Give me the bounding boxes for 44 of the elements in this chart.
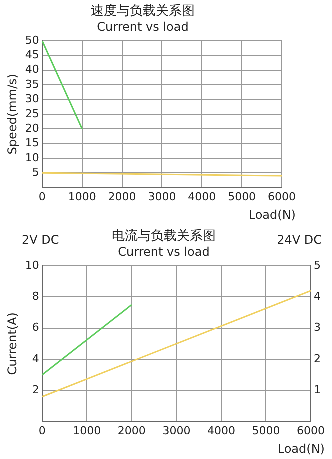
y-tick-label: 10 <box>25 151 40 164</box>
y-tick-label: 8 <box>32 290 40 304</box>
y2-tick-label: 4 <box>314 290 321 304</box>
x-tick-label: 2000 <box>108 190 136 204</box>
chart-subtitle: Current vs load <box>97 20 189 34</box>
x-tick-label: 4000 <box>207 424 236 438</box>
x-tick-label: 6000 <box>268 190 296 204</box>
y-tick-label: 50 <box>25 34 40 47</box>
x-tick-label: 2000 <box>118 424 146 438</box>
x-tick-label: 5000 <box>228 190 256 204</box>
y-tick-label: 6 <box>32 321 40 334</box>
x-tick-label: 0 <box>38 190 46 204</box>
text: 2V DC <box>22 233 60 248</box>
y-tick-label: 25 <box>25 107 40 120</box>
x-tick-label: 4000 <box>188 190 216 204</box>
x-tick-label: 3000 <box>162 424 191 438</box>
x-axis-title: Load(N) <box>248 208 296 222</box>
y-tick-label: 45 <box>25 48 40 62</box>
x-tick-label: 6000 <box>297 424 325 438</box>
x-tick-label: 5000 <box>252 424 280 438</box>
y-tick-label: 30 <box>25 92 40 106</box>
y-tick-label: 20 <box>25 122 40 135</box>
y2-tick-label: 2 <box>314 352 321 366</box>
y-axis-title: Speed(mm/s) <box>5 74 20 155</box>
y-tick-label: 2 <box>32 384 40 396</box>
y2-tick-label: 3 <box>314 321 321 334</box>
x-axis-title: Load(N) <box>278 442 325 456</box>
y2-tick-label: 5 <box>314 258 321 272</box>
y-tick-label: 5 <box>32 166 40 179</box>
y-tick-label: 10 <box>25 258 40 272</box>
y-tick-label: 4 <box>32 352 40 366</box>
text: 24V DC <box>277 233 322 248</box>
chart-title: 电流与负载关系图 <box>112 228 216 244</box>
x-tick-label: 3000 <box>148 190 176 204</box>
y-tick-label: 15 <box>25 136 40 150</box>
chart-subtitle: Current vs load <box>118 244 210 259</box>
y-tick-label: 40 <box>25 63 40 76</box>
y2-tick-label: 1 <box>314 384 321 396</box>
y-tick-label: 35 <box>25 78 40 91</box>
x-tick-label: 0 <box>38 424 46 438</box>
x-tick-label: 1000 <box>73 424 102 438</box>
chart-title: 速度与负载关系图 <box>91 3 195 20</box>
y-axis-title: Current(A) <box>5 312 20 376</box>
x-tick-label: 1000 <box>68 190 96 204</box>
